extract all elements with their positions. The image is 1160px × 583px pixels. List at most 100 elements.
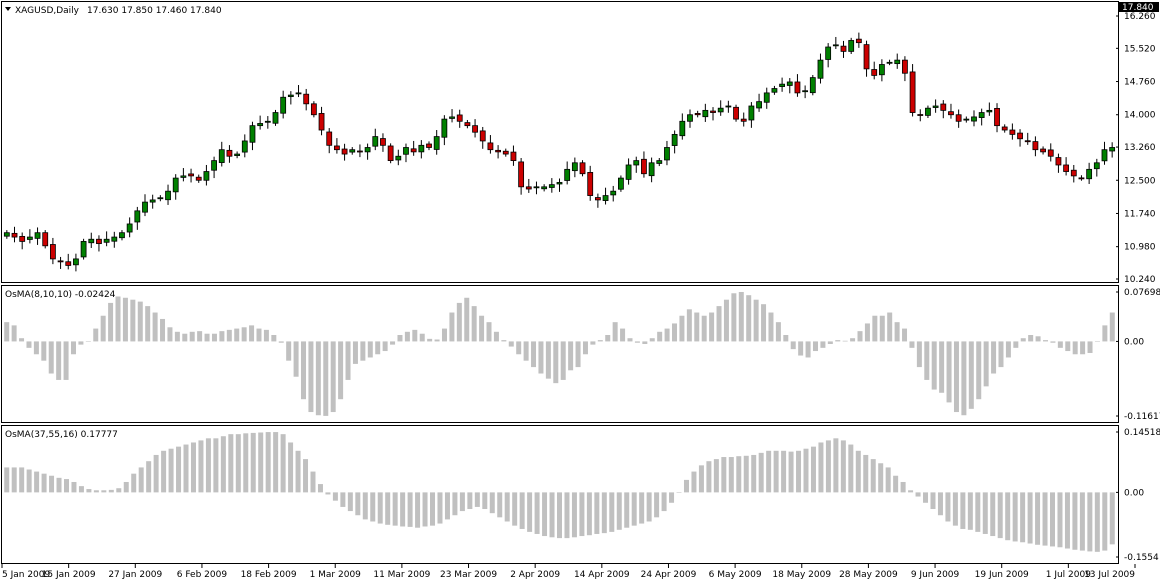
histogram-bar: [41, 473, 47, 493]
candle: [664, 140, 670, 166]
candle: [702, 103, 709, 122]
histogram-bar: [594, 492, 600, 534]
candle: [809, 74, 816, 96]
candle: [42, 230, 49, 249]
histogram-bar: [1012, 492, 1018, 542]
candle-body: [218, 149, 225, 163]
histogram-bar: [818, 442, 824, 493]
candle: [1009, 123, 1016, 140]
candle: [241, 134, 248, 158]
candle-body: [487, 142, 494, 151]
histogram-bar: [375, 341, 381, 355]
histogram-bar: [930, 492, 936, 510]
histogram-bar: [731, 293, 737, 342]
histogram-bar: [568, 341, 574, 371]
histogram-bar: [1065, 341, 1071, 352]
candle: [633, 156, 640, 173]
candle-body: [986, 109, 993, 113]
candle-body: [894, 59, 901, 65]
candle: [73, 253, 79, 272]
histogram-bar: [939, 341, 945, 393]
candle-body: [418, 144, 425, 153]
histogram-bar: [975, 492, 981, 532]
date-axis-label: 14 Apr 2009: [574, 570, 630, 580]
candle: [333, 138, 340, 154]
candle: [571, 157, 578, 178]
candle: [525, 178, 532, 193]
histogram-bar: [456, 302, 462, 342]
candle: [794, 74, 801, 97]
symbol-dropdown-icon[interactable]: [5, 7, 11, 11]
histogram-bar: [597, 340, 603, 342]
price-axis-label: 11.740: [1124, 209, 1156, 219]
candle-body: [733, 106, 739, 120]
candle-body: [80, 241, 87, 258]
candle-body: [410, 148, 417, 153]
histogram-bar: [430, 492, 436, 526]
price-axis-label: 16.260: [1124, 12, 1156, 22]
candle-body: [1093, 162, 1100, 170]
histogram-bar: [1035, 492, 1041, 545]
candle: [594, 193, 601, 208]
histogram-bar: [713, 459, 719, 493]
histogram-bar: [1020, 492, 1026, 543]
date-axis-label: 6 Feb 2009: [177, 570, 228, 580]
candle-body: [303, 93, 310, 105]
candle-body: [610, 190, 617, 196]
candle-body: [3, 232, 10, 237]
osma-fast-histogram: [4, 291, 1115, 416]
candle-body: [1040, 148, 1046, 153]
histogram-bar: [501, 340, 507, 342]
histogram-bar: [131, 473, 137, 493]
candle-body: [195, 176, 202, 181]
histogram-bar: [400, 492, 406, 527]
histogram-bar: [885, 467, 891, 493]
candle: [533, 181, 540, 195]
histogram-bar: [679, 315, 685, 342]
histogram-bar: [145, 306, 151, 342]
histogram-bar: [508, 341, 514, 347]
candle: [740, 112, 747, 127]
candle-body: [211, 160, 217, 171]
candle-body: [794, 81, 801, 94]
histogram-bar: [601, 492, 607, 534]
histogram-bar: [280, 434, 286, 493]
date-axis-label: 24 Apr 2009: [641, 570, 697, 580]
histogram-bar: [137, 301, 143, 342]
histogram-bar: [1080, 341, 1086, 355]
candle: [149, 194, 156, 209]
histogram-bar: [116, 488, 122, 493]
candle-body: [119, 232, 125, 239]
candle: [556, 178, 563, 192]
histogram-bar: [661, 492, 667, 512]
histogram-bar: [345, 341, 351, 380]
histogram-bar: [827, 341, 833, 344]
histogram-bar: [504, 492, 510, 522]
histogram-bar: [900, 481, 906, 493]
candle: [748, 102, 755, 128]
candle-body: [633, 160, 640, 166]
candle-body: [349, 149, 356, 153]
histogram-bar: [909, 341, 915, 348]
histogram-bar: [649, 338, 655, 342]
histogram-bar: [49, 475, 55, 493]
histogram-bar: [1072, 341, 1078, 355]
candle: [303, 88, 310, 111]
histogram-bar: [234, 328, 240, 342]
candle-body: [925, 107, 931, 116]
candlestick-series: [3, 32, 1116, 272]
candle: [994, 103, 1000, 133]
histogram-bar: [620, 328, 626, 342]
date-axis-label: 28 May 2009: [839, 570, 898, 580]
osma-fast-title: OsMA(8,10,10) -0.02424: [5, 290, 116, 300]
histogram-bar: [464, 297, 470, 342]
histogram-bar: [1057, 341, 1063, 348]
histogram-bar: [108, 489, 114, 493]
date-axis-label: 15 Jan 2009: [42, 570, 96, 580]
candle-body: [26, 236, 33, 240]
histogram-bar: [415, 492, 421, 528]
candle-body: [234, 153, 241, 156]
candle: [886, 59, 893, 66]
candle-body: [333, 145, 340, 151]
